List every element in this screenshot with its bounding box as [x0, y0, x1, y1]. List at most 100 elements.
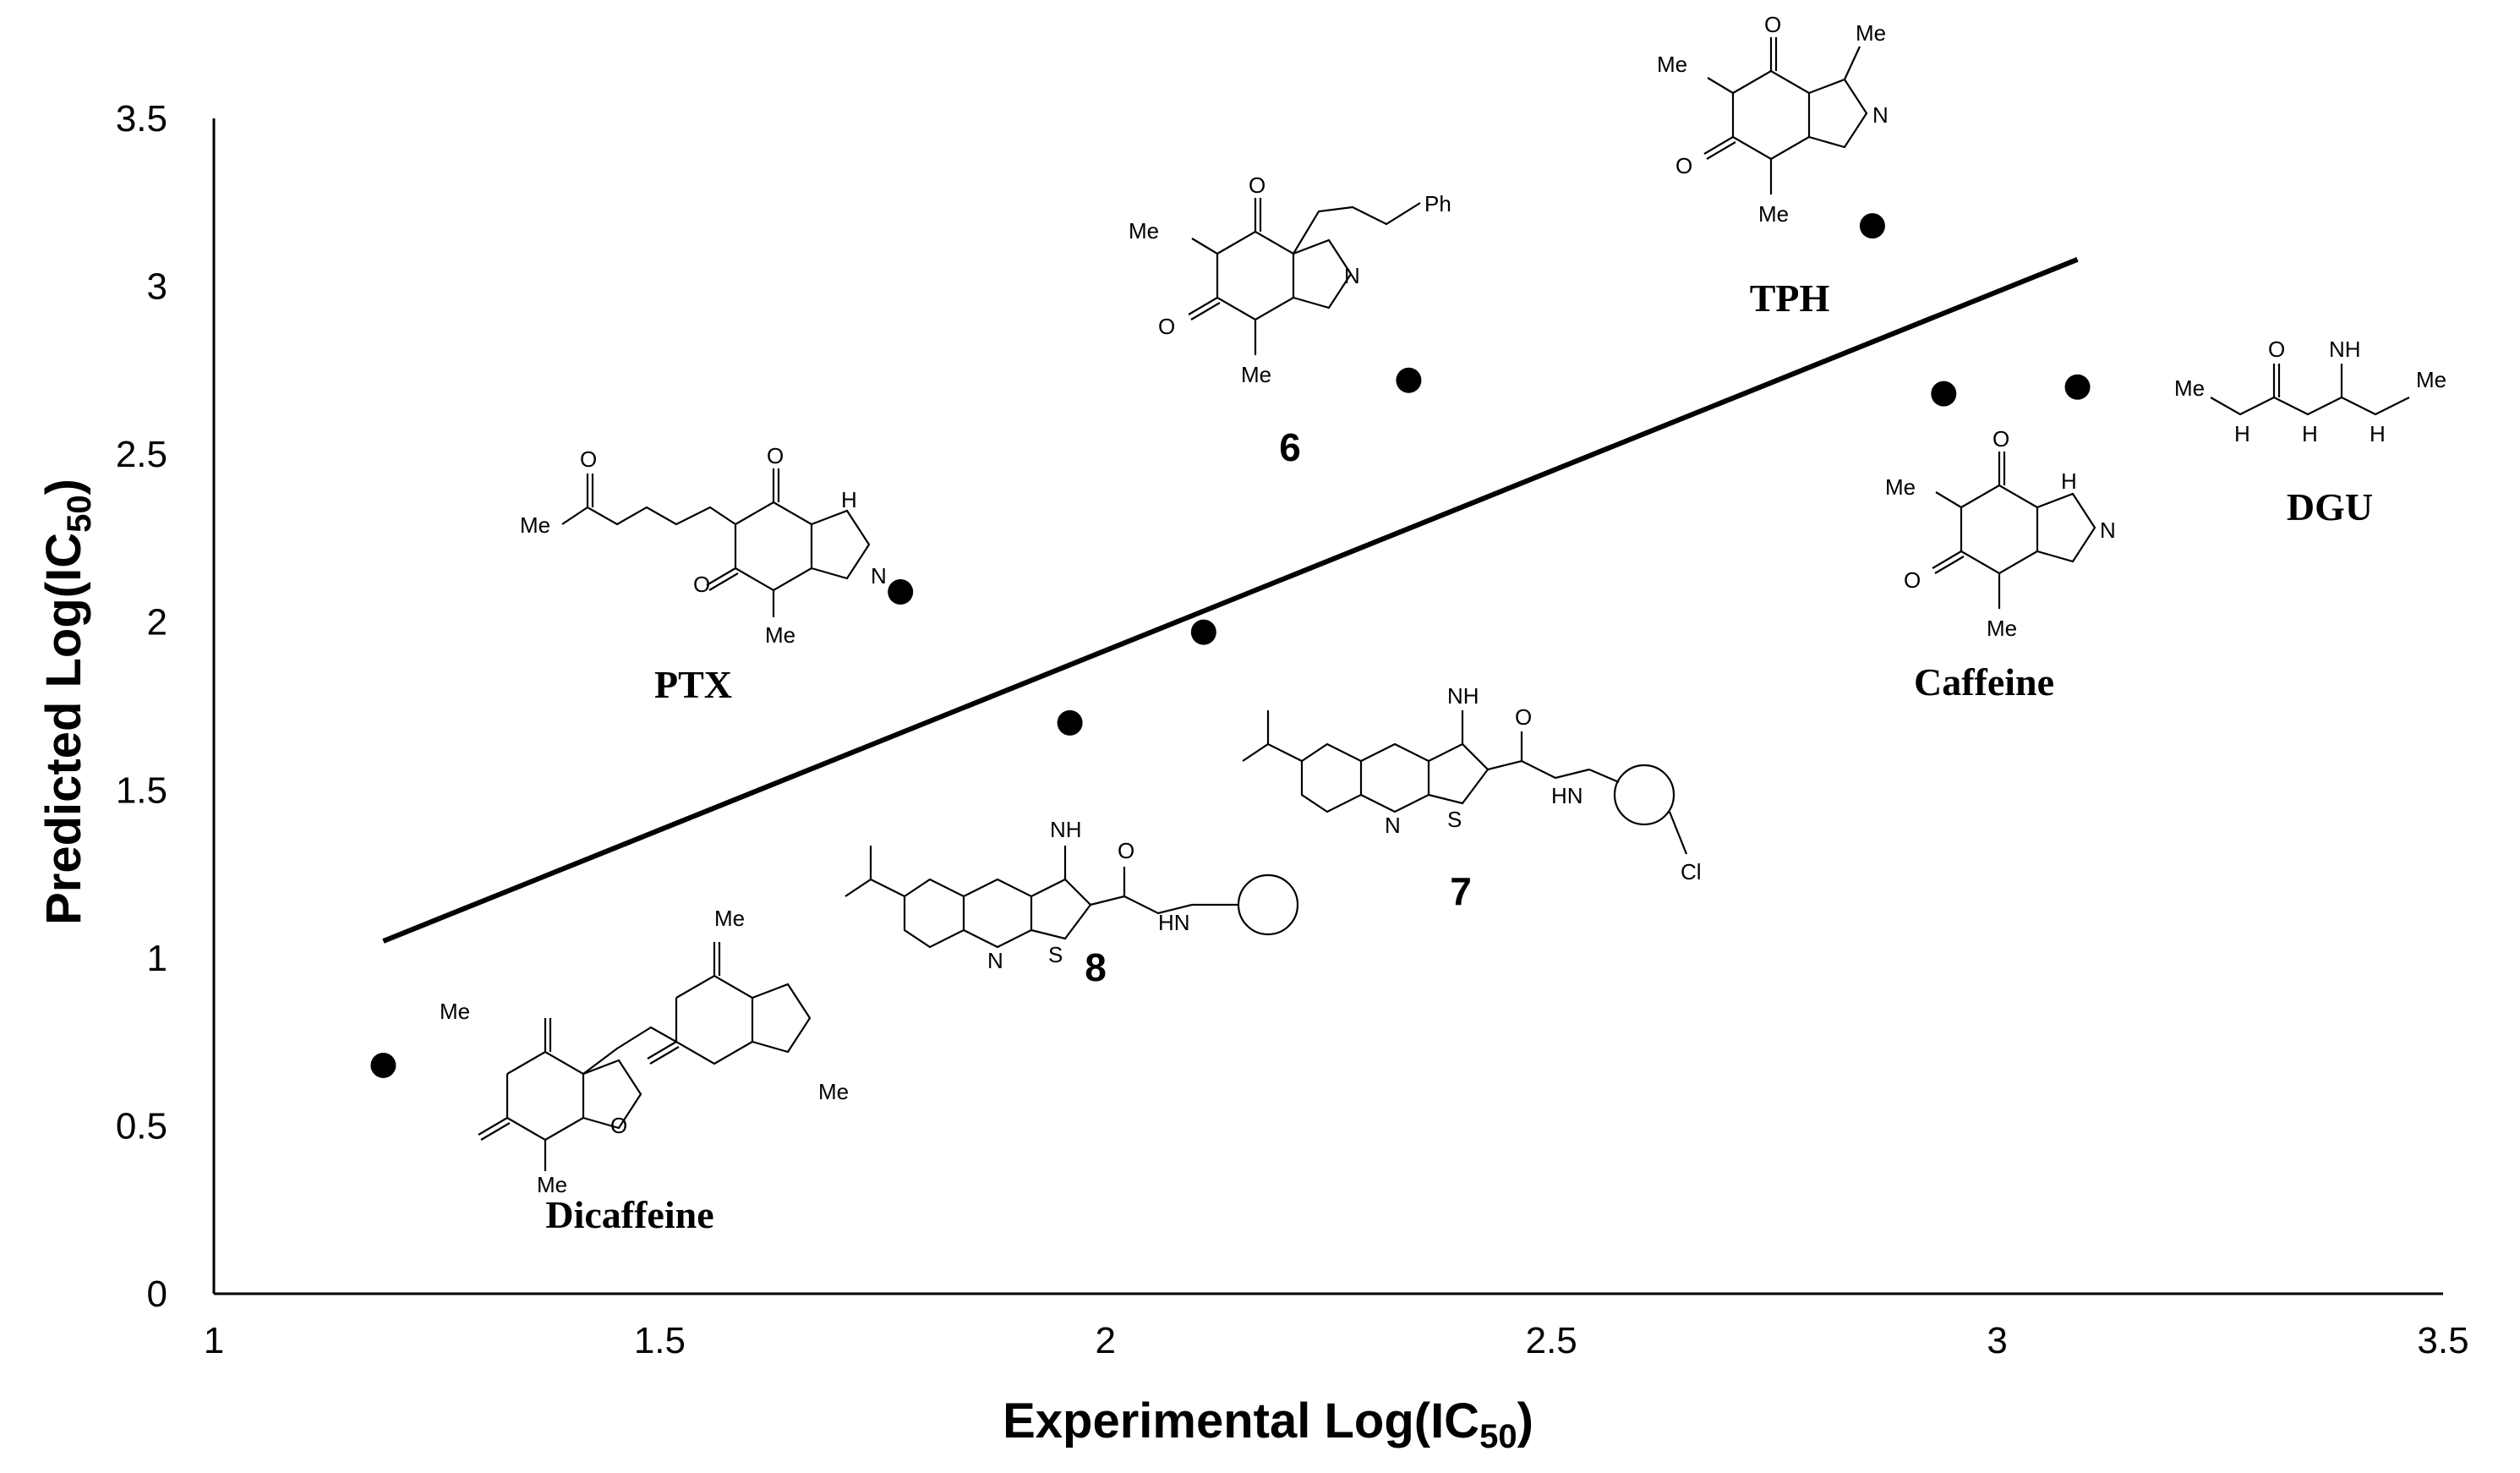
c7-atom-cl: Cl	[1681, 859, 1702, 884]
y-tick-label: 2.5	[116, 434, 167, 475]
c8-structure: NH O HN N S	[845, 817, 1299, 973]
x-tick-labels: 1 1.5 2 2.5 3 3.5	[204, 1320, 2469, 1361]
y-tick-label: 3	[147, 266, 167, 308]
label-7: 7	[1450, 869, 1472, 913]
x-tick-label: 1.5	[634, 1320, 686, 1361]
c7-atom-s: S	[1447, 807, 1462, 832]
ptx-structure: Me O O O Me H N	[520, 443, 887, 648]
dgu-atom-h2: H	[2302, 421, 2318, 446]
dicaffeine-atom-me3: Me	[714, 906, 745, 931]
ptx-atom-o3: O	[693, 572, 710, 597]
ptx-atom-o2: O	[767, 443, 784, 468]
data-point-caffeine	[1931, 381, 1957, 407]
x-axis-title-sub: 50	[1479, 1418, 1517, 1455]
ptx-atom-h: H	[841, 487, 857, 512]
y-tick-label: 3.5	[116, 98, 167, 140]
c6-atom-n: N	[1344, 263, 1360, 288]
data-point-dicaffeine	[370, 1052, 396, 1078]
c8-atom-n: N	[987, 948, 1003, 973]
dgu-atom-h3: H	[2370, 421, 2386, 446]
label-caffeine: Caffeine	[1914, 660, 2054, 704]
dgu-structure: Me O NH Me H H H	[2174, 337, 2446, 446]
tph-atom-o: O	[1764, 12, 1781, 37]
data-point-dgu	[2064, 374, 2091, 400]
c6-structure: Me O O Me Ph N	[1129, 172, 1451, 387]
y-axis-title-main: Predicted Log(IC	[36, 533, 91, 925]
data-point-ptx	[888, 578, 914, 605]
label-tph: TPH	[1750, 277, 1830, 320]
dgu-atom-me2: Me	[2416, 367, 2446, 392]
y-tick-labels: 0 0.5 1 1.5 2 2.5 3 3.5	[116, 98, 167, 1315]
dicaffeine-atom-o: O	[610, 1113, 627, 1138]
x-axis-title: Experimental Log(IC50)	[1003, 1394, 1533, 1455]
c7-atom-n: N	[1385, 813, 1401, 838]
c7-atom-hn: HN	[1551, 783, 1583, 808]
axes	[212, 118, 2443, 1295]
tph-atom-me2: Me	[1856, 20, 1886, 46]
y-tick-label: 2	[147, 602, 167, 643]
label-dgu: DGU	[2287, 485, 2373, 528]
caffeine-atom-n: N	[2100, 517, 2116, 543]
data-point-8	[1057, 709, 1083, 736]
c6-atom-ph: Ph	[1424, 191, 1451, 216]
ptx-atom-o: O	[580, 446, 597, 472]
c8-atom-s: S	[1048, 942, 1063, 967]
data-points	[370, 213, 2091, 1078]
c8-atom-nh2: NH	[1050, 817, 1082, 842]
c7-atom-o: O	[1515, 704, 1532, 730]
c6-atom-o2: O	[1158, 314, 1175, 339]
c6-atom-me: Me	[1129, 218, 1159, 244]
tph-structure: Me O Me O Me N	[1657, 12, 1889, 227]
dicaffeine-atom-me4: Me	[818, 1079, 849, 1104]
dgu-atom-o: O	[2268, 337, 2285, 362]
tph-atom-o2: O	[1675, 153, 1692, 178]
fit-line-group	[382, 257, 2079, 944]
x-tick-label: 3.5	[2417, 1320, 2468, 1361]
y-tick-label: 0	[147, 1273, 167, 1315]
label-ptx: PTX	[654, 663, 732, 706]
ptx-atom-n: N	[871, 563, 887, 589]
x-tick-label: 1	[204, 1320, 224, 1361]
tph-atom-me: Me	[1657, 52, 1687, 77]
label-6: 6	[1279, 425, 1301, 469]
caffeine-atom-me2: Me	[1987, 616, 2017, 641]
caffeine-atom-o2: O	[1904, 567, 1921, 593]
y-axis-title-sub: 50	[61, 495, 98, 533]
y-tick-label: 0.5	[116, 1105, 167, 1147]
ptx-atom-me2: Me	[765, 622, 795, 648]
c8-atom-hn: HN	[1158, 910, 1190, 935]
y-tick-label: 1	[147, 938, 167, 979]
c6-atom-o: O	[1249, 172, 1265, 198]
c7-atom-nh2: NH	[1447, 683, 1479, 709]
ptx-atom-me: Me	[520, 512, 550, 538]
dicaffeine-atom-me2: Me	[537, 1172, 567, 1197]
y-tick-label: 1.5	[116, 769, 167, 811]
dgu-atom-h1: H	[2234, 421, 2250, 446]
c7-structure: NH O HN N S Cl	[1242, 683, 1702, 884]
data-point-6	[1396, 367, 1422, 393]
y-axis-title-end: )	[36, 479, 91, 495]
y-axis-title: Predicted Log(IC50)	[36, 479, 98, 925]
data-point-tph	[1859, 213, 1885, 239]
label-dicaffeine: Dicaffeine	[545, 1193, 713, 1236]
dicaffeine-structure: Me Me Me Me O	[440, 906, 849, 1197]
x-axis-title-end: )	[1517, 1394, 1533, 1448]
caffeine-atom-me: Me	[1885, 474, 1916, 500]
tph-atom-n: N	[1872, 102, 1889, 128]
x-tick-label: 3	[1987, 1320, 2007, 1361]
tph-atom-me3: Me	[1758, 201, 1789, 227]
fit-line	[382, 257, 2079, 944]
dicaffeine-atom-me: Me	[440, 999, 470, 1024]
label-8: 8	[1085, 945, 1107, 989]
x-axis-title-main: Experimental Log(IC	[1003, 1394, 1479, 1448]
c6-atom-me2: Me	[1241, 362, 1271, 387]
x-tick-label: 2.5	[1526, 1320, 1577, 1361]
caffeine-atom-o: O	[1992, 426, 2009, 452]
c8-atom-o: O	[1118, 838, 1134, 863]
x-tick-label: 2	[1096, 1320, 1116, 1361]
caffeine-atom-h: H	[2061, 468, 2077, 494]
dgu-atom-me: Me	[2174, 375, 2205, 401]
data-point-7	[1190, 619, 1216, 645]
dgu-atom-nh: NH	[2329, 337, 2361, 362]
